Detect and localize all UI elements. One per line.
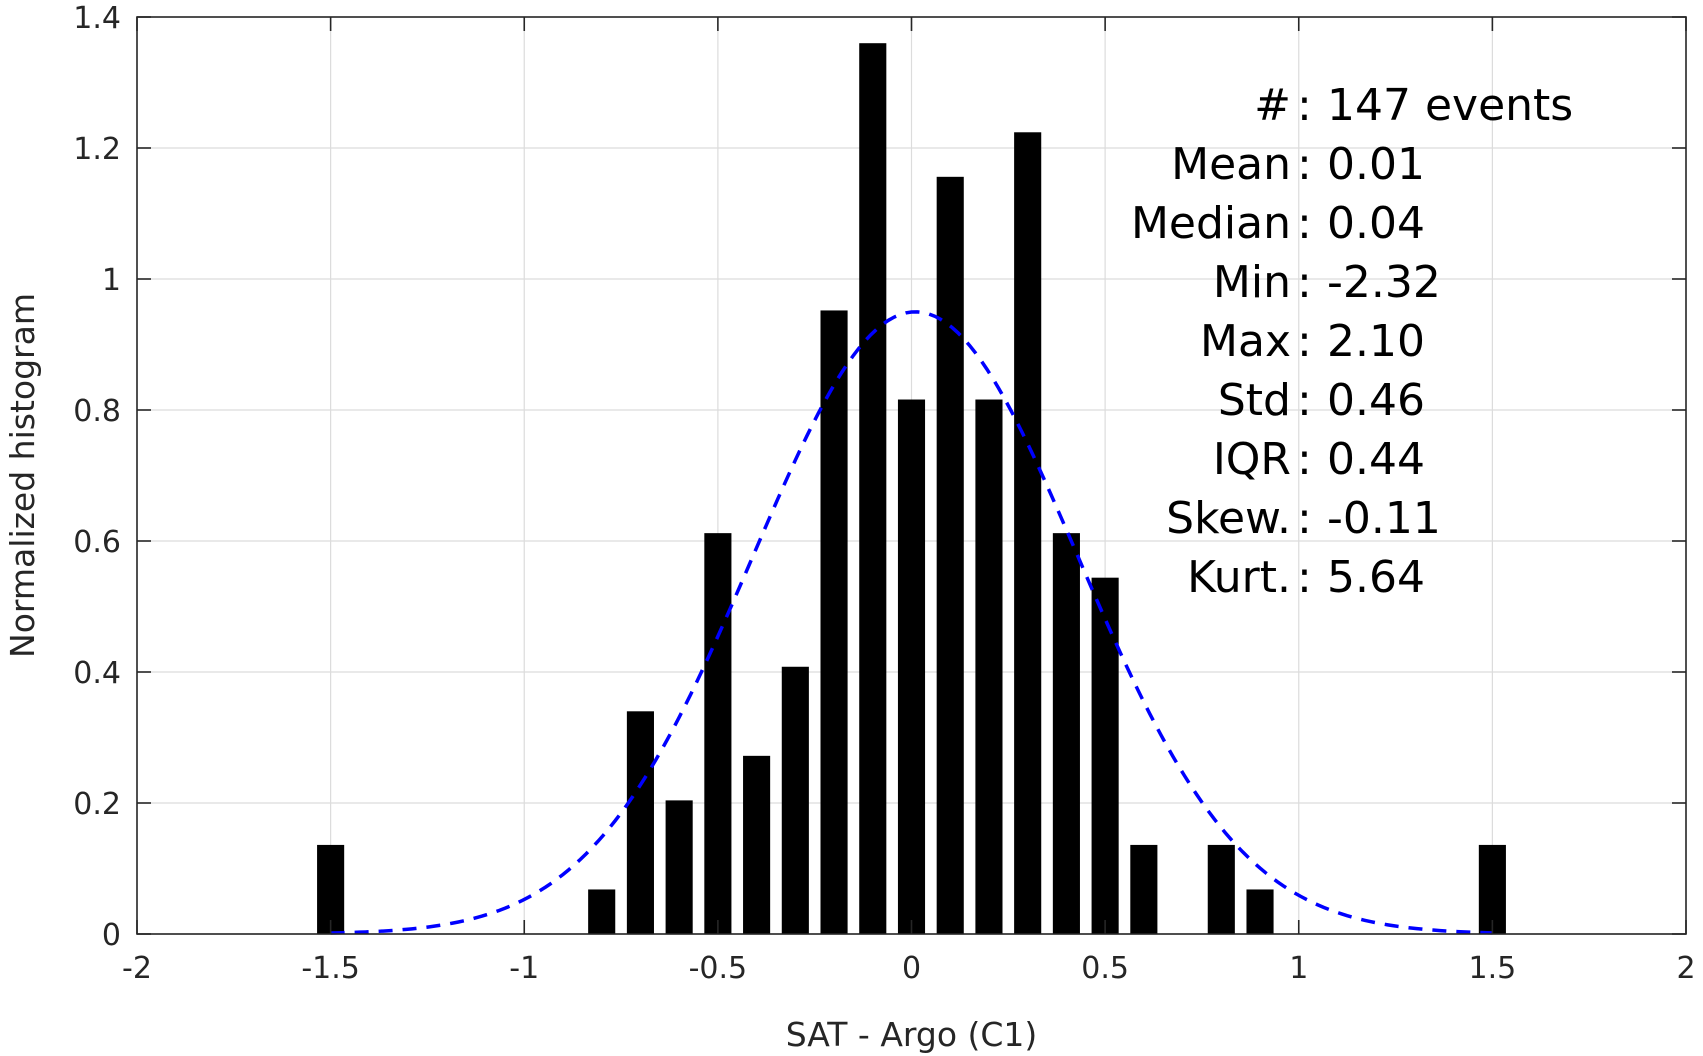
stat-separator: :	[1297, 552, 1312, 603]
histogram-bar	[1130, 844, 1158, 934]
histogram-bar	[743, 755, 771, 934]
histogram-bar	[975, 399, 1003, 934]
stat-row: Median :0.04	[1131, 198, 1425, 249]
x-tick-labels: -2 -1.5 -1 -0.5 0 0.5 1 1.5 2	[122, 951, 1696, 986]
x-axis-label: SAT - Argo (C1)	[786, 1015, 1038, 1054]
y-tick-label: 0.6	[73, 525, 121, 560]
y-tick-label: 0.2	[73, 787, 121, 822]
histogram-bar	[1207, 844, 1235, 934]
histogram-bar	[317, 844, 345, 934]
histogram-bar	[1052, 533, 1080, 934]
histogram-bar	[1014, 132, 1042, 934]
stat-label: Max	[1200, 316, 1291, 367]
stat-value: -0.11	[1327, 493, 1441, 544]
stat-value: 147 events	[1327, 80, 1573, 131]
stat-value: 0.46	[1327, 375, 1425, 426]
x-tick-label: 0.5	[1081, 951, 1129, 986]
histogram-bar	[626, 711, 654, 934]
stat-row: Mean :0.01	[1171, 139, 1425, 190]
stat-row: IQR :0.44	[1213, 434, 1425, 485]
stat-separator: :	[1297, 316, 1312, 367]
x-tick-label: 1	[1289, 951, 1308, 986]
histogram-bar	[859, 43, 887, 934]
stat-separator: :	[1297, 80, 1312, 131]
histogram-bar	[1246, 889, 1274, 934]
stat-row: Std :0.46	[1218, 375, 1425, 426]
x-tick-label: -1	[509, 951, 539, 986]
histogram-bar	[704, 533, 732, 934]
x-tick-label: 0	[902, 951, 921, 986]
tick-marks	[136, 16, 1687, 935]
y-tick-label: 1.4	[73, 1, 121, 36]
y-tick-labels: 0 0.2 0.4 0.6 0.8 1 1.2 1.4	[73, 1, 121, 953]
stat-label: #	[1254, 80, 1291, 131]
histogram-bar	[665, 800, 693, 934]
histogram-bars	[317, 43, 1506, 934]
y-axis-label: Normalized histogram	[3, 293, 42, 658]
stat-label: Std	[1218, 375, 1291, 426]
histogram-bar	[1091, 577, 1119, 934]
y-tick-label: 1.2	[73, 132, 121, 167]
stat-value: 2.10	[1327, 316, 1425, 367]
x-tick-label: -0.5	[689, 951, 748, 986]
stat-row: Min : -2.32	[1213, 257, 1441, 308]
stat-value: 0.04	[1327, 198, 1425, 249]
stat-label: Median	[1131, 198, 1291, 249]
histogram-bar	[820, 310, 848, 934]
stat-value: 5.64	[1327, 552, 1425, 603]
stat-row: Max :2.10	[1200, 316, 1425, 367]
y-tick-label: 1	[102, 263, 121, 298]
histogram-bar	[1478, 844, 1506, 934]
stat-value: 0.44	[1327, 434, 1425, 485]
histogram-bar	[897, 399, 926, 934]
x-tick-label: -1.5	[301, 951, 360, 986]
stat-separator: :	[1297, 434, 1312, 485]
stat-value: -2.32	[1327, 257, 1441, 308]
stat-label: Mean	[1171, 139, 1291, 190]
histogram-bar	[588, 889, 616, 934]
stat-label: Kurt.	[1187, 552, 1291, 603]
stat-row: # :147 events	[1254, 80, 1573, 131]
stat-value: 0.01	[1327, 139, 1425, 190]
stat-row: Kurt. :5.64	[1187, 552, 1425, 603]
stat-label: Skew.	[1166, 493, 1291, 544]
x-tick-label: -2	[122, 951, 152, 986]
histogram-bar	[936, 176, 964, 934]
x-tick-label: 2	[1676, 951, 1695, 986]
y-tick-label: 0.4	[73, 656, 121, 691]
stat-label: IQR	[1213, 434, 1291, 485]
x-tick-label: 1.5	[1469, 951, 1517, 986]
stat-separator: :	[1297, 493, 1312, 544]
y-tick-label: 0.8	[73, 394, 121, 429]
histogram-bar	[781, 666, 809, 934]
stat-separator: :	[1297, 375, 1312, 426]
stat-separator: :	[1297, 257, 1312, 308]
y-tick-label: 0	[102, 918, 121, 953]
normal-fit-curve	[330, 310, 1493, 935]
stat-row: Skew. : -0.11	[1166, 493, 1441, 544]
stat-separator: :	[1297, 198, 1312, 249]
stat-label: Min	[1213, 257, 1291, 308]
stat-separator: :	[1297, 139, 1312, 190]
